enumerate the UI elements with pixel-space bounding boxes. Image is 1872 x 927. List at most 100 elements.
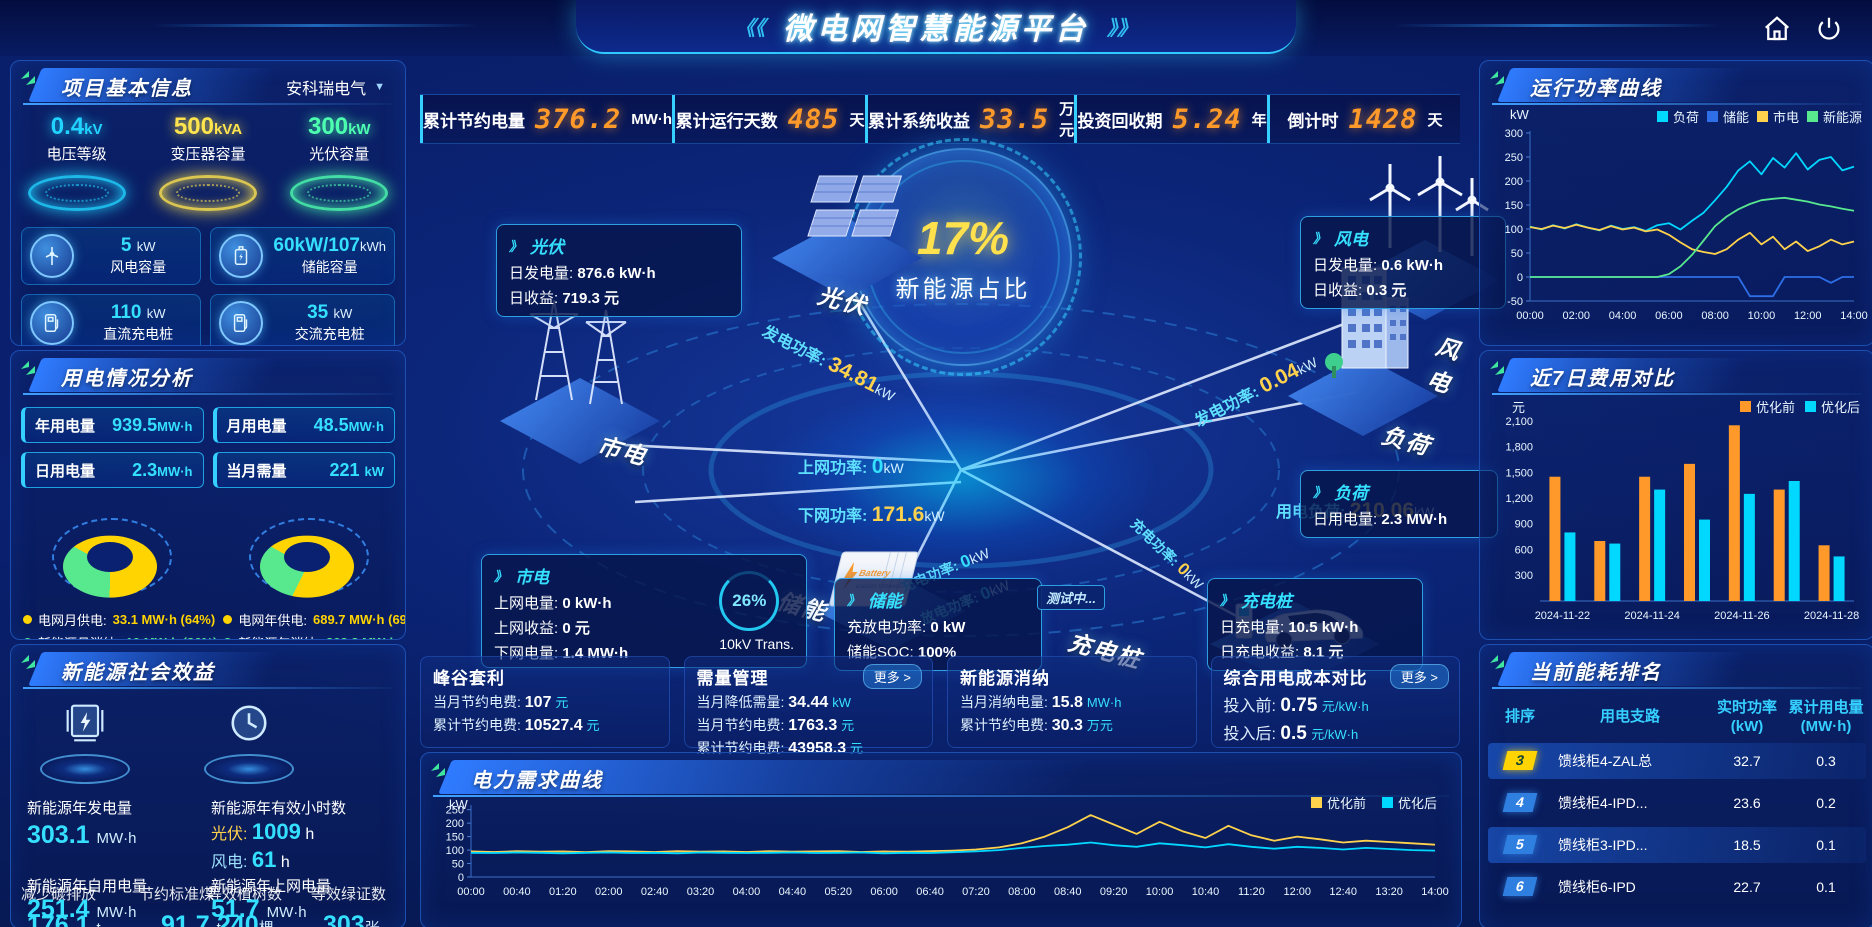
cost-more-button[interactable]: 更多 > [1389,664,1449,689]
benefit-cards: 峰谷套利 当月节约电费: 107 元 累计节约电费: 10527.4 元 需量管… [420,656,1460,757]
wind-hours: 风电: 61 h [211,847,290,872]
svg-text:10:00: 10:00 [1146,886,1174,898]
col-branch: 用电支路 [1599,708,1660,726]
demand-curve-chart: 250 200 150 100 50 0 00:00 00:40 01:20 02:00 02:40… [427,801,1451,923]
col-power: 实时功率 (kW) [1716,699,1777,735]
stat-running-days: 累计运行天数 485 天 [672,95,865,143]
svg-text:100: 100 [1505,224,1523,236]
rank-badge: 3 [1502,751,1538,770]
spotlight-pv-capacity: 300kW 光伏容量 [280,113,398,217]
chevron-right-icon: 》 [1313,485,1327,500]
coal-value: 91.7 t [161,911,221,927]
to-grid-value: 51.7 MW·h [211,895,307,923]
chevron-right-icon: 》 [1220,593,1234,608]
svg-text:01:20: 01:20 [549,886,577,898]
col-rank: 排序 [1504,708,1535,726]
svg-text:1,500: 1,500 [1505,467,1533,479]
card-storage-capacity: 60kW/107kWh 储能容量 [210,227,395,285]
stat-value: 485 [787,103,840,135]
stat-countdown: 倒计时 1428 天 [1267,95,1460,143]
panel-title: 电力需求曲线 [471,770,603,792]
panel-cost-compare: 近7日费用对比 元 优化前 优化后 2,100 1,800 1,500 1,200 900… [1479,350,1872,640]
cost-compare-chart: 2,100 1,800 1,500 1,200 900 600 300 2024-11-22 2… [1484,405,1868,637]
spotlight-glow-ring [158,175,257,211]
panel-title: 当前能耗排名 [1530,662,1662,684]
stat-unit: 天 [849,111,865,129]
svg-text:2,100: 2,100 [1505,416,1533,428]
co2-label: 减少碳排放 [21,886,97,903]
coal-label: 节约标准煤 [139,886,215,903]
flow-from-grid: 下网功率: 171.6kW [798,503,945,526]
company-select-value: 安科瑞电气 [286,81,367,98]
legend-grid-year: 电网年供电:689.7 MW·h (69%) [223,610,405,629]
rank-badge: 5 [1502,835,1538,854]
hub-glow [760,386,1160,572]
stat-unit: MW·h [631,110,673,128]
panel-project-info: 项目基本信息 安科瑞电气 ▼ 0.4kV 电压等级 500kVA 变压器容量 [10,60,406,346]
battery-icon [219,234,264,278]
svg-text:0: 0 [458,872,464,884]
panel-corner-icon [1490,361,1504,375]
svg-text:600: 600 [1515,544,1533,556]
svg-text:13:20: 13:20 [1375,886,1403,898]
chevron-right-icon: 》 [847,593,861,608]
legend-newenergy-year: 新能源年消纳:303.8 MW·h (31%) [223,633,405,639]
company-select[interactable]: 安科瑞电气 ▼ [286,75,385,99]
demand-more-button[interactable]: 更多 > [862,664,922,689]
svg-text:07:20: 07:20 [962,886,990,898]
y-axis-unit: 元 [1512,400,1526,415]
title-deco-right: 》》 [1107,17,1137,40]
spotlight-glow-ring [290,175,389,211]
panel-title: 用电情况分析 [61,368,193,390]
svg-text:100: 100 [446,845,464,857]
self-use-label: 新能源年自用电量 [27,878,148,895]
certs-label: 等效绿证数 [311,886,387,903]
trees-label: 等效植树数 [207,886,283,903]
stat-system-revenue: 累计系统收益 33.5 万元 [865,95,1074,143]
svg-text:04:40: 04:40 [779,886,807,898]
co2-value: 176.1 t [27,911,101,927]
stat-year-usage: 年用电量 939.5MW·h [21,407,204,443]
panel-energy-ranking: 当前能耗排名 排序 用电支路 实时功率 (kW) 累计用电量 (MW·h) 3 … [1479,644,1872,927]
card-peak-valley-arbitrage: 峰谷套利 当月节约电费: 107 元 累计节约电费: 10527.4 元 [420,656,670,748]
panel-title: 项目基本信息 [61,78,193,100]
svg-text:08:00: 08:00 [1008,886,1036,898]
svg-text:00:40: 00:40 [503,886,531,898]
hours-pedestal [189,697,309,784]
stat-value: 1428 [1348,103,1418,135]
card-wind-capacity: 5 kW 风电容量 [21,227,202,285]
col-energy: 累计用电量 (MW·h) [1788,699,1864,735]
svg-text:12:00: 12:00 [1284,886,1312,898]
svg-text:06:00: 06:00 [1655,310,1683,322]
stat-label: 投资回收期 [1077,111,1163,131]
table-row[interactable]: 4 馈线柜4-IPD... 23.6 0.2 [1488,785,1866,821]
stat-label: 累计运行天数 [675,111,778,131]
chevron-right-icon: 》 [509,239,523,254]
home-icon[interactable] [1762,14,1792,44]
storage-info-box: 》储能 测试中... 充放电功率: 0 kW 储能SOC: 100% [834,578,1105,671]
chevron-right-icon: 》 [494,569,508,584]
svg-text:10:00: 10:00 [1748,310,1776,322]
table-row[interactable]: 5 馈线柜3-IPD... 18.5 0.1 [1488,826,1866,863]
svg-text:06:00: 06:00 [870,886,898,898]
svg-text:00:00: 00:00 [1516,310,1544,322]
table-row[interactable]: 3 馈线柜4-ZAL总 32.7 0.3 [1488,742,1866,779]
storage-status-badge: 测试中... [1037,585,1105,610]
svg-text:08:00: 08:00 [1701,310,1729,322]
svg-text:04:00: 04:00 [1609,310,1637,322]
generation-pedestal [25,697,145,784]
svg-text:200: 200 [446,818,464,830]
stat-value: 33.5 [980,103,1050,135]
card-demand-management: 需量管理 更多 > 当月降低需量: 34.44 kW 当月节约电费: 1763.… [683,656,933,757]
table-row[interactable]: 6 馈线柜6-IPD 22.7 0.1 [1488,869,1866,905]
self-use-value: 251.4 MW·h [27,895,137,923]
rank-badge: 6 [1502,877,1538,896]
ranking-header: 排序 用电支路 实时功率 (kW) 累计用电量 (MW·h) [1488,699,1866,737]
grid-info-box: 》市电 上网电量: 0 kW·h 上网收益: 0 元 下网电量: 1.4 MW·… [481,554,807,668]
power-icon[interactable] [1814,14,1844,44]
stat-day-usage: 日用电量 2.3MW·h [21,452,204,488]
header-deco-line-right [1392,24,1722,27]
stat-month-usage: 月用电量 48.5MW·h [212,407,395,443]
panel-corner-icon [21,71,35,85]
wind-turbine-icon [30,234,74,278]
